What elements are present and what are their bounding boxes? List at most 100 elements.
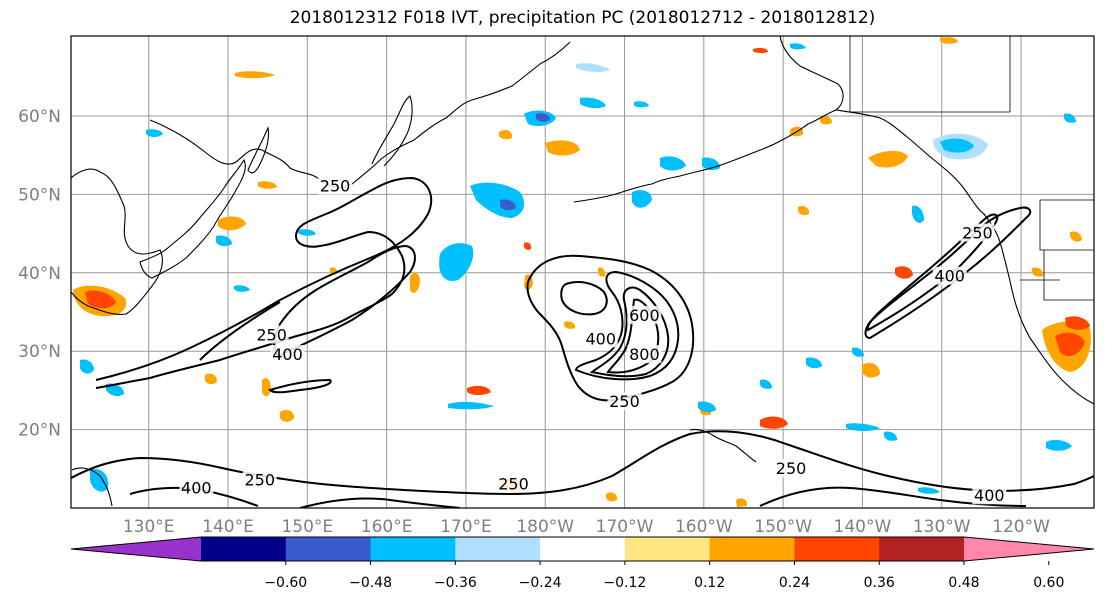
colorbar-tick-label: −0.60: [264, 575, 307, 591]
latitude-label: 40°N: [18, 264, 61, 284]
coastlines: [71, 36, 1094, 507]
longitude-label: 160°W: [675, 517, 733, 537]
longitude-labels: 130°E 140°E 150°E 160°E 170°E 180°W 170°W 160°W…: [123, 517, 1050, 537]
coastline-asia-north: [149, 41, 571, 189]
coastline-hawaii: [689, 428, 757, 463]
colorbar-extend-max: [964, 537, 1094, 561]
precip-positive-patch: [606, 492, 618, 502]
precip-positive-patch: [1065, 316, 1090, 330]
precip-pc-shading: [73, 37, 1091, 507]
precip-positive-patch: [564, 321, 576, 329]
colorbar-segment: [540, 537, 626, 561]
precip-negative-patch: [918, 487, 940, 494]
ivt-contour-250: [71, 430, 1094, 496]
precip-positive-patch: [499, 130, 513, 140]
colorbar-segment: [370, 537, 456, 561]
colorbar-tick-label: 0.60: [1033, 575, 1064, 591]
precip-positive-patch: [798, 205, 810, 216]
precip-negative-patch: [580, 97, 606, 109]
coastline-japan: [139, 158, 246, 279]
longitude-label: 150°W: [754, 517, 812, 537]
latitude-label: 50°N: [18, 185, 61, 205]
longitude-label: 130°E: [123, 517, 175, 537]
precip-negative-patch: [634, 101, 649, 108]
precip-positive-patch: [862, 362, 880, 378]
coastline-alaska-east: [835, 109, 1094, 405]
contour-label-background: [318, 176, 353, 195]
ivt-contour-250: [199, 301, 281, 361]
coastline-sakhalin: [247, 126, 270, 174]
precip-negative-patch: [660, 156, 686, 171]
ivt-contour-label: 400: [181, 478, 212, 497]
colorbar-tick-label: 0.36: [864, 575, 895, 591]
latitude-label: 30°N: [18, 342, 61, 362]
ivt-contour-label: 800: [629, 345, 660, 364]
ivt-contour-400: [759, 486, 1027, 507]
ivt-contour-label: 400: [272, 345, 303, 364]
precip-negative-patch: [806, 357, 822, 369]
map-title: 2018012312 F018 IVT, precipitation PC (2…: [289, 8, 876, 28]
ivt-contour-400: [268, 378, 332, 394]
colorbar-tick-labels: −0.60 −0.48 −0.36 −0.24 −0.12 0.12 0.24 0.36 0.4…: [264, 561, 1064, 591]
contour-label-background: [774, 458, 809, 477]
precip-positive-patch: [235, 71, 275, 79]
precip-positive-patch: [467, 385, 491, 395]
coastline-alaska: [651, 36, 844, 185]
precip-positive-patch: [895, 266, 913, 279]
ivt-contour-label: 400: [934, 267, 965, 286]
contour-label-background: [270, 345, 305, 364]
precip-negative-patch: [1064, 113, 1076, 123]
precip-negative-patch: [216, 235, 232, 247]
ivt-contour-label: 250: [244, 471, 275, 490]
coastline-kamchatka: [371, 95, 413, 167]
contour-label-background: [627, 345, 662, 364]
precip-negative-patch: [698, 401, 716, 413]
precip-negative-patch: [234, 285, 250, 292]
precip-negative-patch: [80, 359, 94, 374]
ivt-contour-400: [273, 244, 416, 358]
precip-negative-patch: [106, 383, 124, 397]
coastline-aleutians: [573, 183, 653, 203]
ivt-contour-250: [526, 254, 695, 402]
precip-negative-patch: [852, 347, 864, 357]
precip-positive-patch: [868, 150, 908, 168]
precip-positive-patch: [218, 216, 246, 231]
contour-label-background: [972, 486, 1007, 505]
precip-negative-patch: [536, 113, 550, 122]
precip-negative-patch: [576, 63, 610, 73]
coastline-philippines: [71, 467, 113, 507]
contour-label-background: [254, 325, 289, 344]
contour-label-background: [960, 223, 995, 242]
ivt-contour-label: 250: [498, 474, 529, 493]
ivt-contour-label: 250: [609, 392, 640, 411]
precip-positive-patch: [940, 37, 958, 44]
contour-label-background: [583, 329, 618, 348]
contour-label-background: [496, 474, 531, 493]
precip-positive-patch: [1055, 332, 1085, 357]
ivt-contour-label: 600: [629, 306, 660, 325]
colorbar: [70, 536, 1095, 562]
colorbar-tick-label: −0.48: [349, 575, 392, 591]
colorbar-segment: [201, 537, 287, 561]
contour-label-background: [242, 470, 277, 489]
precip-negative-patch: [790, 43, 806, 50]
colorbar-tick-label: 0.24: [779, 575, 810, 591]
latitude-label: 60°N: [18, 107, 61, 127]
precip-positive-patch: [1070, 231, 1082, 242]
contour-label-background: [607, 392, 642, 411]
precip-negative-patch: [90, 468, 109, 492]
precip-positive-patch: [760, 416, 788, 429]
precip-positive-patch: [598, 267, 606, 277]
precip-positive-patch: [524, 242, 532, 250]
precip-positive-patch: [410, 272, 420, 293]
precip-negative-patch: [912, 205, 924, 223]
ivt-contour-label: 250: [962, 224, 993, 243]
colorbar-extend-min: [71, 537, 201, 561]
precip-negative-patch: [448, 401, 494, 410]
precip-positive-patch: [280, 410, 294, 422]
precip-positive-patch: [1032, 267, 1044, 277]
precip-negative-patch: [146, 129, 163, 137]
